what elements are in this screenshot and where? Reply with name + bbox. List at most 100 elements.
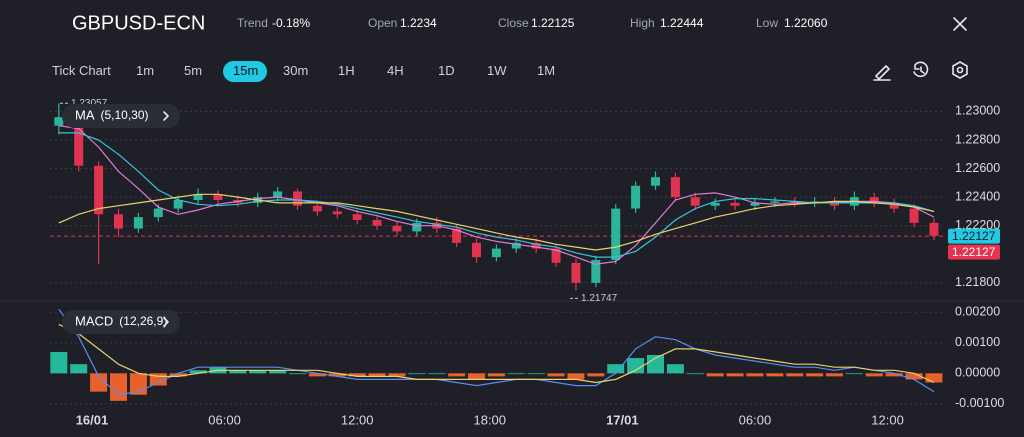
candle-body	[332, 211, 342, 215]
macd-bar	[110, 373, 128, 401]
x-tick-label: 16/01	[76, 412, 109, 427]
timeframe-button[interactable]: 15m	[233, 63, 258, 78]
indicator-pill[interactable]	[62, 310, 180, 334]
candle-body	[94, 165, 104, 215]
stat-value: 1.22444	[660, 16, 704, 30]
y-tick-label: 1.22600	[955, 161, 1000, 175]
candle-body	[830, 201, 840, 206]
macd-line	[58, 323, 935, 384]
macd-bar	[587, 373, 605, 377]
macd-bar	[368, 373, 386, 377]
gear-icon[interactable]	[952, 61, 968, 79]
stat-value: -0.18%	[272, 16, 310, 30]
indicator-params[interactable]: (5,10,30)	[101, 108, 149, 122]
gear-hole[interactable]	[956, 66, 964, 74]
candle-body	[452, 228, 462, 243]
candle-body	[750, 202, 760, 206]
candle-body	[591, 260, 601, 283]
y-tick-label: 1.22200	[955, 218, 1000, 232]
macd-bar	[289, 373, 307, 375]
candle-body	[273, 191, 283, 198]
candle-body	[730, 202, 740, 206]
price-tag	[948, 228, 1000, 244]
indicator-pill[interactable]	[62, 104, 180, 128]
candle-body	[153, 208, 163, 218]
macd-bar	[249, 370, 267, 374]
clock-icon[interactable]	[913, 61, 929, 78]
symbol: GBPUSD-ECN	[72, 12, 205, 34]
y-tick-label: -0.00100	[955, 396, 1004, 410]
candle-body	[571, 262, 581, 283]
y-tick-label: 0.00000	[955, 366, 1000, 380]
macd-bar	[925, 373, 943, 383]
macd-bar	[826, 373, 844, 377]
macd-bar	[746, 373, 764, 377]
x-tick-label: 12:00	[341, 412, 374, 427]
candle-body	[810, 201, 820, 203]
price-tag-label: 1.22127	[952, 229, 996, 243]
candle-body	[491, 248, 501, 258]
chevron[interactable]	[163, 111, 169, 121]
x-tick-label: 06:00	[739, 412, 772, 427]
ma-line	[58, 132, 935, 258]
candle-body	[412, 222, 422, 232]
price-tag	[948, 244, 1000, 260]
macd-bar	[328, 373, 346, 377]
macd-bar	[905, 373, 923, 380]
y-tick-label: 1.22800	[955, 132, 1000, 146]
macd-bar	[408, 373, 426, 375]
timeframe-button[interactable]: 1m	[136, 63, 154, 78]
candle-body	[790, 201, 800, 203]
candle-body	[213, 194, 223, 200]
close-icon[interactable]	[953, 17, 967, 31]
macd-bar	[806, 373, 824, 377]
macd-bar	[388, 373, 406, 377]
candle-body	[352, 214, 362, 220]
history-button[interactable]	[913, 61, 929, 78]
timeframe-button[interactable]: 30m	[283, 63, 308, 78]
macd-bar	[70, 364, 88, 374]
draw-button[interactable]	[873, 65, 891, 81]
stat-value: 1.2234	[400, 16, 437, 30]
candle-body	[114, 214, 124, 229]
indicator-params[interactable]: (12,26,9)	[119, 314, 167, 328]
candle-body	[312, 205, 322, 212]
macd-bar	[169, 373, 187, 377]
timeframe-button[interactable]: 1D	[438, 63, 455, 78]
candle-body	[631, 185, 641, 209]
indicator-name[interactable]: MA	[75, 107, 95, 122]
x-tick-label: 18:00	[473, 412, 506, 427]
macd-bar	[269, 370, 287, 374]
timeframe-button[interactable]: 1W	[487, 63, 507, 78]
y-tick-label: 1.21800	[955, 275, 1000, 289]
candle-body	[611, 208, 621, 260]
timeframe-button[interactable]: 1H	[338, 63, 355, 78]
macd-bar	[487, 373, 505, 377]
stat-label: Trend	[237, 16, 268, 30]
candle-body	[770, 201, 780, 203]
candle-body	[869, 197, 879, 203]
close-button[interactable]	[953, 17, 967, 31]
candle-body	[293, 191, 303, 206]
macd-bar	[766, 373, 784, 377]
macd-bar	[607, 364, 625, 374]
selected-pill[interactable]	[223, 61, 267, 82]
indicator-name[interactable]: MACD	[75, 313, 113, 328]
macd-bar	[189, 370, 207, 374]
timeframe-button[interactable]: 1M	[537, 63, 555, 78]
stat-label: Open	[368, 16, 397, 30]
chevron[interactable]	[163, 317, 169, 327]
candle-body	[929, 222, 939, 236]
y-tick-label: 0.00100	[955, 335, 1000, 349]
y-tick-label: 1.22400	[955, 189, 1000, 203]
ma-line	[58, 125, 935, 265]
timeframe-button[interactable]: 4H	[387, 63, 404, 78]
macd-bar	[448, 373, 466, 377]
timeframe-button[interactable]: Tick Chart	[52, 63, 111, 78]
timeframe-button[interactable]: 5m	[184, 63, 202, 78]
y-tick-label: 1.23000	[955, 104, 1000, 118]
x-tick-label: 12:00	[871, 412, 904, 427]
settings-button[interactable]	[952, 61, 968, 79]
low-label: 1.21747	[581, 293, 618, 304]
pencil-icon[interactable]	[873, 65, 891, 81]
